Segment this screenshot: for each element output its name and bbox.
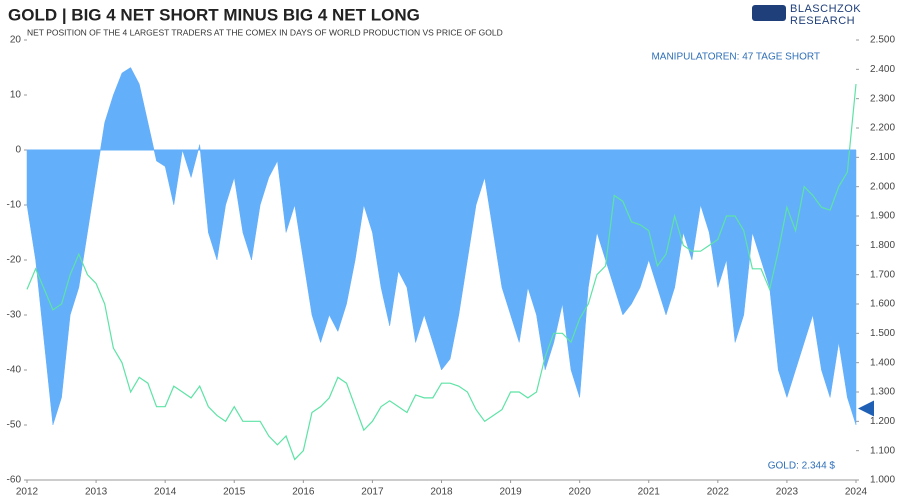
- x-tick-label: 2020: [569, 487, 592, 498]
- y2-tick-label: 1.600: [870, 299, 895, 310]
- y-tick-label: 0: [15, 145, 21, 156]
- logo: BLASCHZOK RESEARCH: [752, 3, 861, 27]
- y-tick-label: 20: [10, 35, 22, 46]
- price-line: [26, 83, 857, 461]
- y2-tick-label: 2.000: [870, 181, 895, 192]
- y-tick-label: -20: [7, 255, 22, 266]
- x-tick-label: 2023: [776, 487, 799, 498]
- y2-tick-label: 1.500: [870, 328, 895, 339]
- chart-subtitle: NET POSITION OF THE 4 LARGEST TRADERS AT…: [27, 27, 503, 37]
- x-tick-label: 2016: [292, 487, 315, 498]
- y2-tick-label: 1.900: [870, 211, 895, 222]
- x-tick-label: 2012: [16, 487, 39, 498]
- y2-tick-label: 1.100: [870, 445, 895, 456]
- x-tick-label: 2024: [845, 487, 868, 498]
- logo-text: RESEARCH: [790, 15, 855, 27]
- y2-tick-label: 2.200: [870, 123, 895, 134]
- y2-tick-label: 2.300: [870, 93, 895, 104]
- x-tick-label: 2015: [223, 487, 246, 498]
- y2-tick-label: 2.100: [870, 152, 895, 163]
- y-tick-label: -40: [7, 365, 22, 376]
- y2-tick-label: 1.000: [870, 475, 895, 486]
- x-tick-label: 2017: [361, 487, 384, 498]
- y-tick-label: -60: [7, 475, 22, 486]
- x-tick-label: 2021: [638, 487, 661, 498]
- y2-tick-label: 2.500: [870, 35, 895, 46]
- chart-title: GOLD | BIG 4 NET SHORT MINUS BIG 4 NET L…: [8, 5, 420, 24]
- y-tick-label: -50: [7, 420, 22, 431]
- y2-tick-label: 1.200: [870, 416, 895, 427]
- x-tick-label: 2019: [499, 487, 522, 498]
- y-tick-label: 10: [10, 90, 22, 101]
- position-area: [26, 67, 857, 426]
- y2-tick-label: 2.400: [870, 64, 895, 75]
- annotation: MANIPULATOREN: 47 TAGE SHORT: [651, 52, 820, 63]
- logo-text: BLASCHZOK: [790, 3, 861, 15]
- annotation: GOLD: 2.344 $: [768, 461, 836, 472]
- y2-tick-label: 1.300: [870, 387, 895, 398]
- y-tick-label: -30: [7, 310, 22, 321]
- x-tick-label: 2014: [154, 487, 177, 498]
- y2-tick-label: 1.800: [870, 240, 895, 251]
- y2-tick-label: 1.700: [870, 269, 895, 280]
- y2-tick-label: 1.400: [870, 357, 895, 368]
- position-marker: [858, 400, 874, 417]
- y-tick-label: -10: [7, 200, 22, 211]
- logo-icon: [752, 5, 786, 21]
- x-tick-label: 2013: [85, 487, 108, 498]
- x-tick-label: 2022: [707, 487, 730, 498]
- x-tick-label: 2018: [430, 487, 453, 498]
